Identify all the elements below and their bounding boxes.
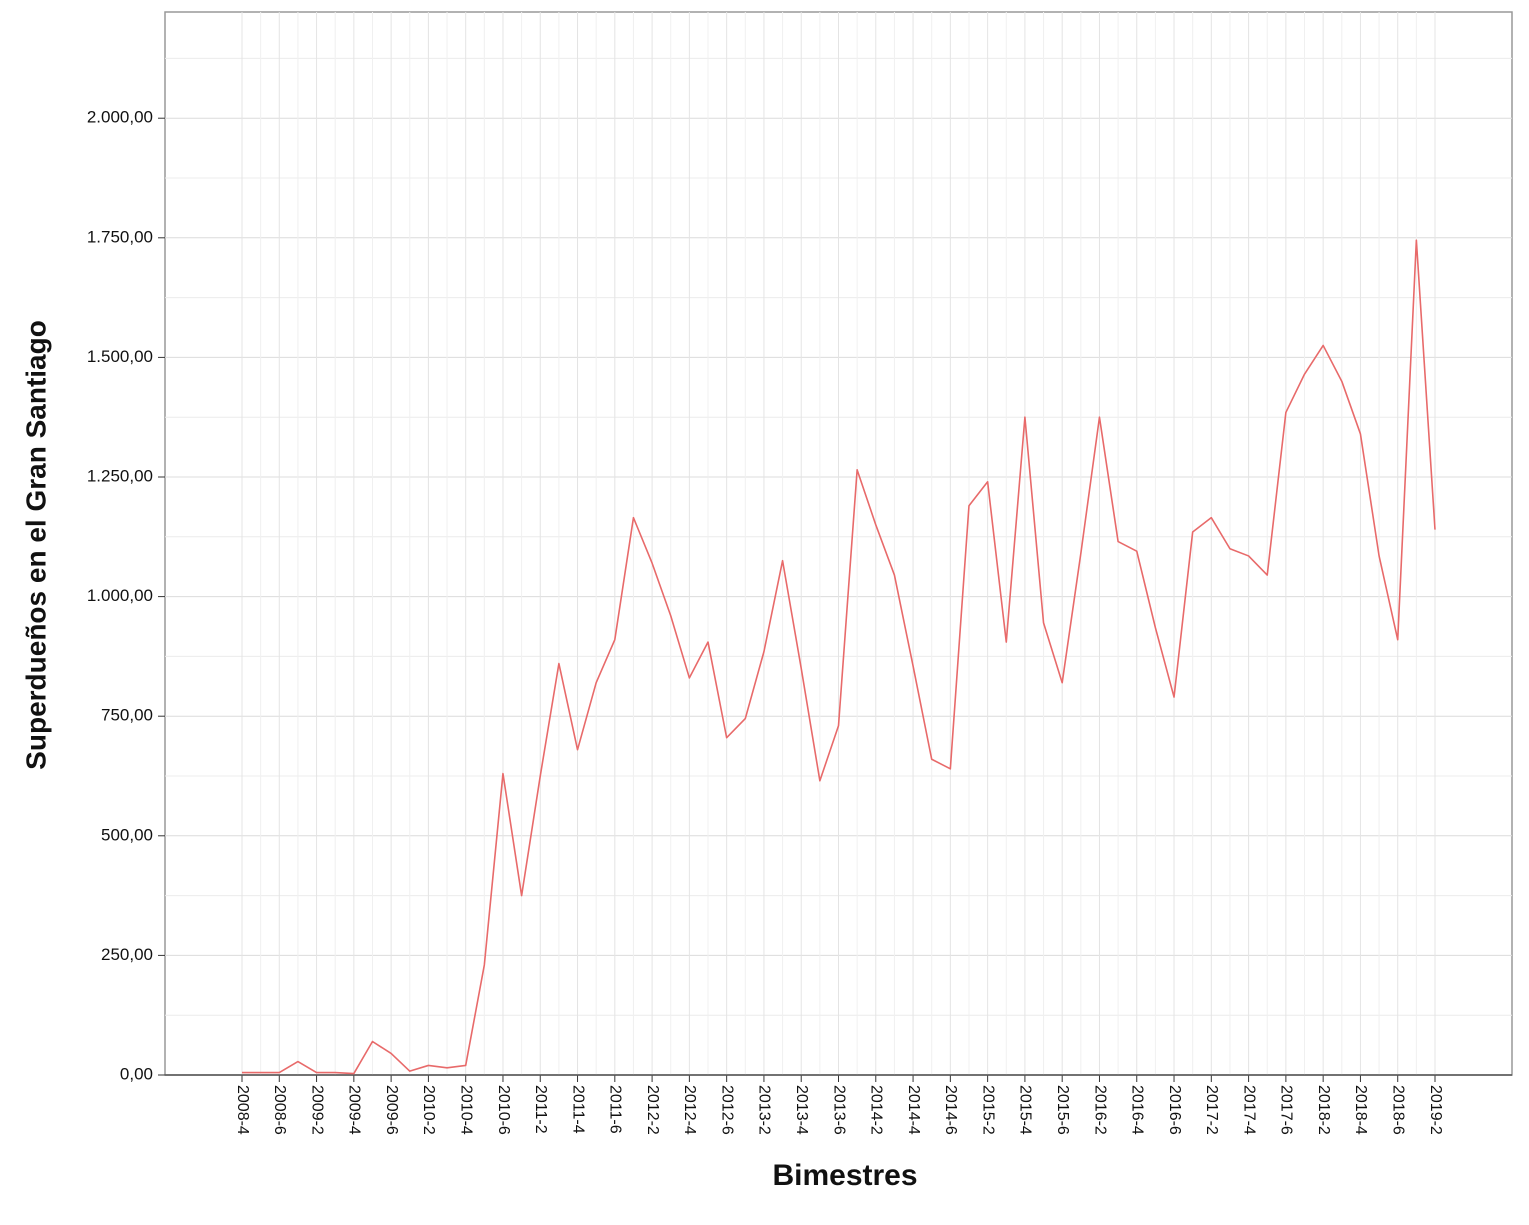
y-tick-label: 750,00 xyxy=(101,706,153,725)
x-tick-label: 2009-6 xyxy=(383,1085,400,1135)
y-tick-label: 2.000,00 xyxy=(87,108,153,127)
x-tick-label: 2012-4 xyxy=(681,1085,698,1135)
x-tick-label: 2017-2 xyxy=(1203,1085,1220,1135)
y-axis-label: Superdueños en el Gran Santiago xyxy=(20,320,51,770)
x-tick-label: 2013-4 xyxy=(793,1085,810,1135)
x-tick-label: 2010-4 xyxy=(457,1085,474,1135)
x-tick-label: 2018-6 xyxy=(1389,1085,1406,1135)
x-tick-label: 2017-4 xyxy=(1240,1085,1257,1135)
x-tick-label: 2014-4 xyxy=(905,1085,922,1135)
y-tick-label: 1.250,00 xyxy=(87,466,153,485)
x-tick-label: 2013-2 xyxy=(756,1085,773,1135)
y-tick-label: 1.750,00 xyxy=(87,227,153,246)
x-tick-label: 2011-2 xyxy=(532,1085,549,1134)
y-tick-label: 0,00 xyxy=(120,1064,153,1083)
y-tick-label: 250,00 xyxy=(101,945,153,964)
line-series xyxy=(242,239,1436,1075)
x-tick-label: 2019-2 xyxy=(1427,1085,1444,1135)
x-tick-label: 2013-6 xyxy=(830,1085,847,1135)
x-tick-label: 2009-4 xyxy=(346,1085,363,1135)
x-tick-label: 2018-2 xyxy=(1315,1085,1332,1135)
x-tick-label: 2011-6 xyxy=(607,1085,624,1134)
x-tick-label: 2016-6 xyxy=(1166,1085,1183,1135)
x-tick-label: 2008-6 xyxy=(271,1085,288,1135)
x-tick-label: 2009-2 xyxy=(308,1085,325,1135)
x-tick-label: 2015-6 xyxy=(1054,1085,1071,1135)
x-tick-label: 2010-6 xyxy=(495,1085,512,1135)
x-tick-label: 2016-2 xyxy=(1091,1085,1108,1135)
x-tick-label: 2015-2 xyxy=(979,1085,996,1135)
y-tick-label: 1.500,00 xyxy=(87,347,153,366)
x-tick-label: 2012-2 xyxy=(644,1085,661,1135)
x-tick-label: 2014-2 xyxy=(868,1085,885,1135)
x-tick-label: 2008-4 xyxy=(234,1085,251,1135)
x-tick-label: 2018-4 xyxy=(1352,1085,1369,1135)
y-tick-label: 1.000,00 xyxy=(87,586,153,605)
x-tick-label: 2016-4 xyxy=(1129,1085,1146,1135)
x-axis-label: Bimestres xyxy=(772,1159,917,1192)
x-tick-label: 2017-6 xyxy=(1278,1085,1295,1135)
grid: 0,00 250,00 500,00 750,00 1.000,00 1.250,00 1.… xyxy=(87,12,1512,1135)
x-tick-label: 2010-2 xyxy=(420,1085,437,1135)
marks xyxy=(242,239,1436,1075)
x-tick-label: 2015-4 xyxy=(1017,1085,1034,1135)
x-tick-label: 2012-6 xyxy=(718,1085,735,1135)
x-tick-label: 2014-6 xyxy=(942,1085,959,1135)
y-tick-label: 500,00 xyxy=(101,825,153,844)
x-tick-label: 2011-4 xyxy=(569,1085,586,1134)
